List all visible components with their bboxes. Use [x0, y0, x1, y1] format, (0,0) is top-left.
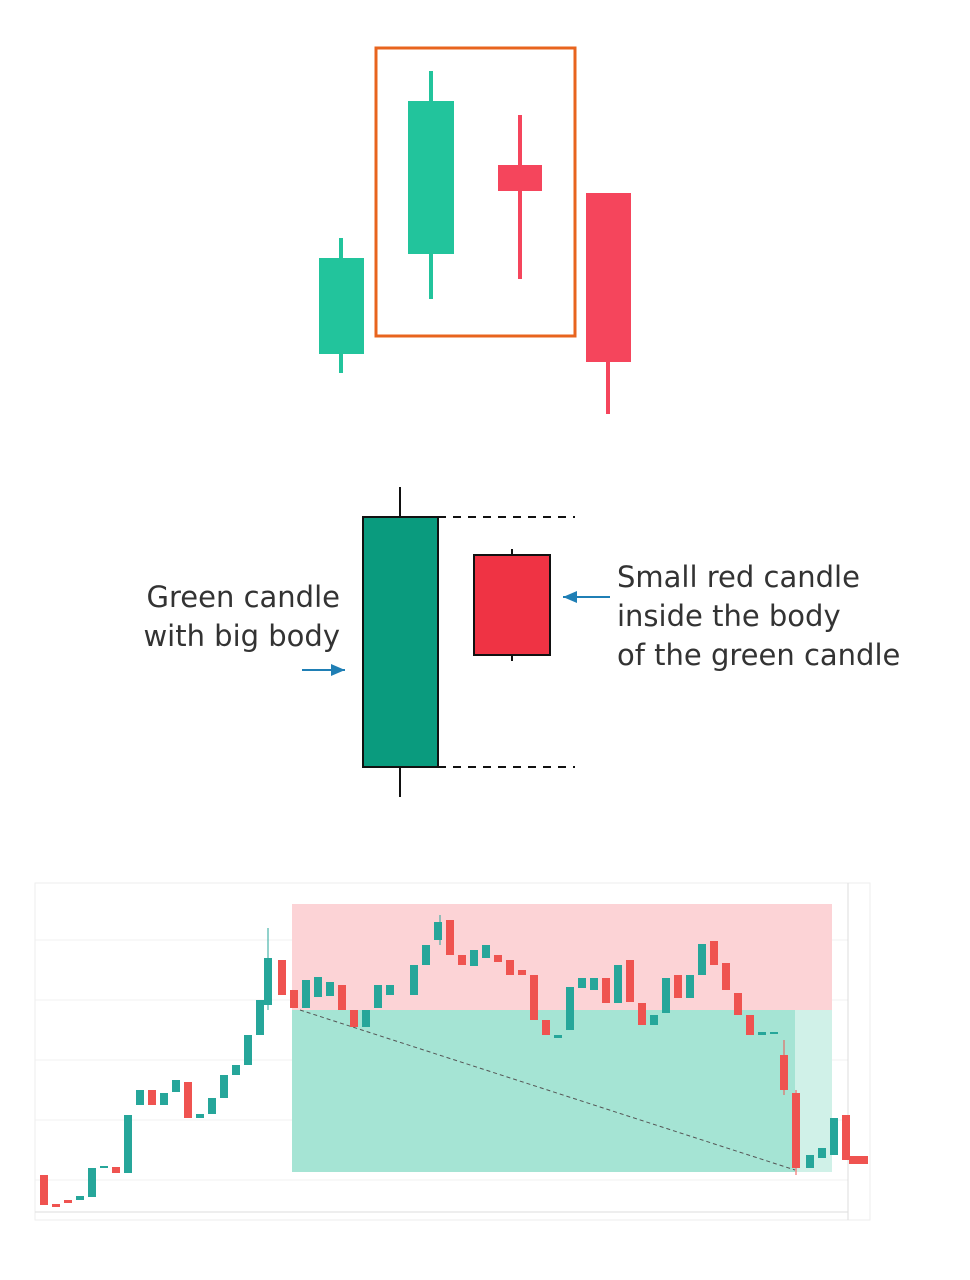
shape: [362, 1010, 370, 1027]
shape: [232, 1065, 240, 1075]
right-label: Small red candle: [617, 560, 860, 594]
shape: [734, 993, 742, 1015]
shape: [626, 960, 634, 1002]
shape: [473, 554, 551, 656]
shape: [88, 1168, 96, 1197]
shape: [220, 1075, 228, 1098]
shape: [350, 1010, 358, 1027]
top-pattern: [319, 46, 631, 414]
shape: [482, 945, 490, 958]
shape: [410, 965, 418, 995]
shape: [498, 165, 542, 191]
shape: [849, 1156, 868, 1164]
shape: [458, 955, 466, 965]
shape: [494, 955, 502, 962]
shape: [124, 1115, 132, 1173]
line: [299, 1009, 796, 1171]
shape: [76, 1196, 84, 1200]
example-chart: [34, 882, 871, 1221]
shape: [319, 258, 364, 354]
shape: [208, 1098, 216, 1114]
shape: [256, 1000, 264, 1035]
shape: [614, 965, 622, 1003]
left-label: Green candle: [147, 580, 340, 614]
shape: [586, 193, 631, 362]
shape: [136, 1090, 144, 1105]
right-label: inside the body: [617, 599, 841, 633]
shape: [302, 980, 310, 1008]
shape: [64, 1200, 72, 1203]
shape: [818, 1148, 826, 1158]
shape: [686, 975, 694, 998]
shape: [518, 970, 526, 975]
shape: [806, 1155, 814, 1168]
shape: [264, 958, 272, 1005]
shape: [842, 1115, 850, 1160]
shape: [172, 1080, 180, 1092]
shape: [292, 1010, 795, 1172]
shape: [408, 101, 454, 254]
shape: [374, 46, 577, 338]
shape: [100, 1166, 108, 1168]
shape: [292, 904, 832, 1010]
shape: [148, 1090, 156, 1105]
shape: [830, 1118, 838, 1155]
shape: [758, 1032, 766, 1035]
shape: [446, 920, 454, 955]
left-label: with big body: [143, 619, 340, 653]
shape: [795, 1010, 832, 1172]
shape: [590, 978, 598, 990]
shape: [638, 1003, 646, 1025]
shape: [470, 950, 478, 966]
shape: [52, 1204, 60, 1207]
shape: [578, 978, 586, 988]
shape: [40, 1175, 48, 1205]
shape: [362, 516, 439, 768]
shape: [338, 985, 346, 1010]
shape: [662, 978, 670, 1013]
shape: [386, 985, 394, 995]
shape: [698, 944, 706, 975]
shape: [650, 1015, 658, 1025]
shape: [244, 1035, 252, 1065]
shape: [554, 1035, 562, 1038]
shape: [278, 960, 286, 995]
right-label: of the green candle: [617, 638, 900, 672]
shape: [530, 975, 538, 1020]
shape: [780, 1055, 788, 1090]
shape: [184, 1082, 192, 1118]
shape: [566, 987, 574, 1030]
shape: [792, 1093, 800, 1168]
shape: [542, 1020, 550, 1035]
shape: [374, 985, 382, 1008]
shape: [710, 941, 718, 965]
shape: [314, 977, 322, 997]
shape: [196, 1114, 204, 1118]
shape: [602, 978, 610, 1003]
shape: [422, 945, 430, 965]
shape: [160, 1093, 168, 1105]
shape: [112, 1167, 120, 1173]
shape: [770, 1032, 778, 1034]
shape: [506, 960, 514, 975]
shape: [674, 975, 682, 998]
shape: [746, 1015, 754, 1035]
inside-bar-diagram: Green candle with big body Small red can…: [143, 487, 900, 797]
shape: [434, 922, 442, 940]
shape: [722, 963, 730, 990]
shape: [326, 982, 334, 996]
shape: [290, 990, 298, 1008]
